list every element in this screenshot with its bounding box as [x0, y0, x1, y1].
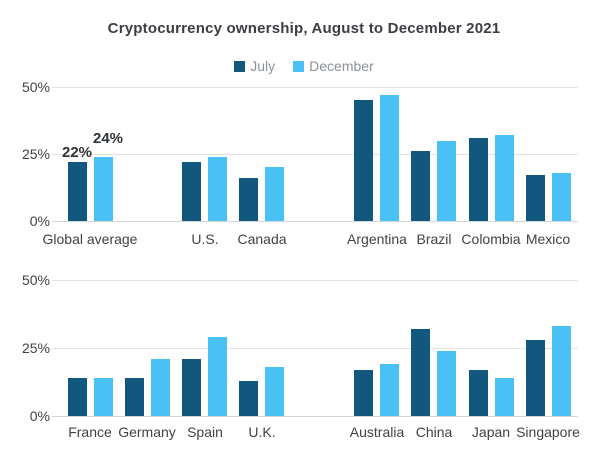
gridline-25-chart1 — [52, 154, 578, 155]
category-label-france: France — [68, 424, 112, 440]
chart-title: Cryptocurrency ownership, August to Dece… — [107, 20, 501, 37]
legend-item-december: December — [293, 58, 374, 74]
bar-july-canada — [239, 178, 258, 221]
category-label-australia: Australia — [349, 424, 405, 440]
category-label-canada: Canada — [237, 231, 287, 247]
bar-december-germany — [151, 359, 170, 416]
category-label-u-s: U.S. — [191, 231, 219, 247]
bar-december-spain — [208, 337, 227, 416]
bar-december-u-k — [265, 367, 284, 416]
category-label-mexico: Mexico — [525, 231, 571, 247]
bar-july-spain — [182, 359, 201, 416]
category-label-spain: Spain — [187, 424, 223, 440]
ytick-50-chart2: 50% — [21, 272, 50, 288]
category-label-colombia: Colombia — [461, 231, 521, 247]
bar-december-canada — [265, 167, 284, 221]
data-label-22: 22% — [61, 144, 93, 161]
ytick-25-chart2: 25% — [21, 340, 50, 356]
gridline-25-chart2 — [52, 348, 578, 349]
bar-july-colombia — [469, 138, 488, 221]
category-label-u-k: U.K. — [248, 424, 276, 440]
ytick-25-chart1: 25% — [21, 146, 50, 162]
category-label-argentina: Argentina — [347, 231, 407, 247]
bar-july-u-s — [182, 162, 201, 221]
ytick-0-chart1: 0% — [29, 213, 50, 229]
bar-july-global-average — [68, 162, 87, 221]
bar-july-france — [68, 378, 87, 416]
bar-july-brazil — [411, 151, 430, 221]
category-label-global-average: Global average — [42, 231, 138, 247]
bar-december-france — [94, 378, 113, 416]
category-label-japan: Japan — [471, 424, 511, 440]
category-label-brazil: Brazil — [416, 231, 452, 247]
bar-july-u-k — [239, 381, 258, 416]
category-label-china: China — [415, 424, 453, 440]
december-swatch-icon — [293, 60, 305, 72]
gridline-50-chart2 — [52, 280, 578, 281]
bar-july-japan — [469, 370, 488, 416]
bar-december-mexico — [552, 173, 571, 221]
gridline-0-chart1 — [52, 221, 578, 222]
bar-july-australia — [354, 370, 373, 416]
bar-december-u-s — [208, 157, 227, 221]
bar-december-global-average — [94, 157, 113, 221]
data-label-24: 24% — [92, 130, 124, 147]
ytick-0-chart2: 0% — [29, 408, 50, 424]
july-swatch-icon — [234, 60, 246, 72]
bar-december-brazil — [437, 141, 456, 221]
category-label-germany: Germany — [118, 424, 176, 440]
bar-july-argentina — [354, 100, 373, 221]
bar-july-mexico — [526, 175, 545, 221]
legend-label-december: December — [309, 58, 374, 74]
ytick-50-chart1: 50% — [21, 79, 50, 95]
bar-december-argentina — [380, 95, 399, 221]
bar-december-colombia — [495, 135, 514, 221]
bar-july-germany — [125, 378, 144, 416]
legend-label-july: July — [250, 58, 276, 74]
bar-july-singapore — [526, 340, 545, 416]
category-label-singapore: Singapore — [516, 424, 580, 440]
bar-december-japan — [495, 378, 514, 416]
bar-december-australia — [380, 364, 399, 416]
bar-december-china — [437, 351, 456, 416]
legend: July December — [0, 58, 608, 74]
bar-july-china — [411, 329, 430, 416]
bar-december-singapore — [552, 326, 571, 416]
gridline-0-chart2 — [52, 416, 578, 417]
legend-item-july: July — [234, 58, 275, 74]
gridline-50-chart1 — [52, 87, 578, 88]
